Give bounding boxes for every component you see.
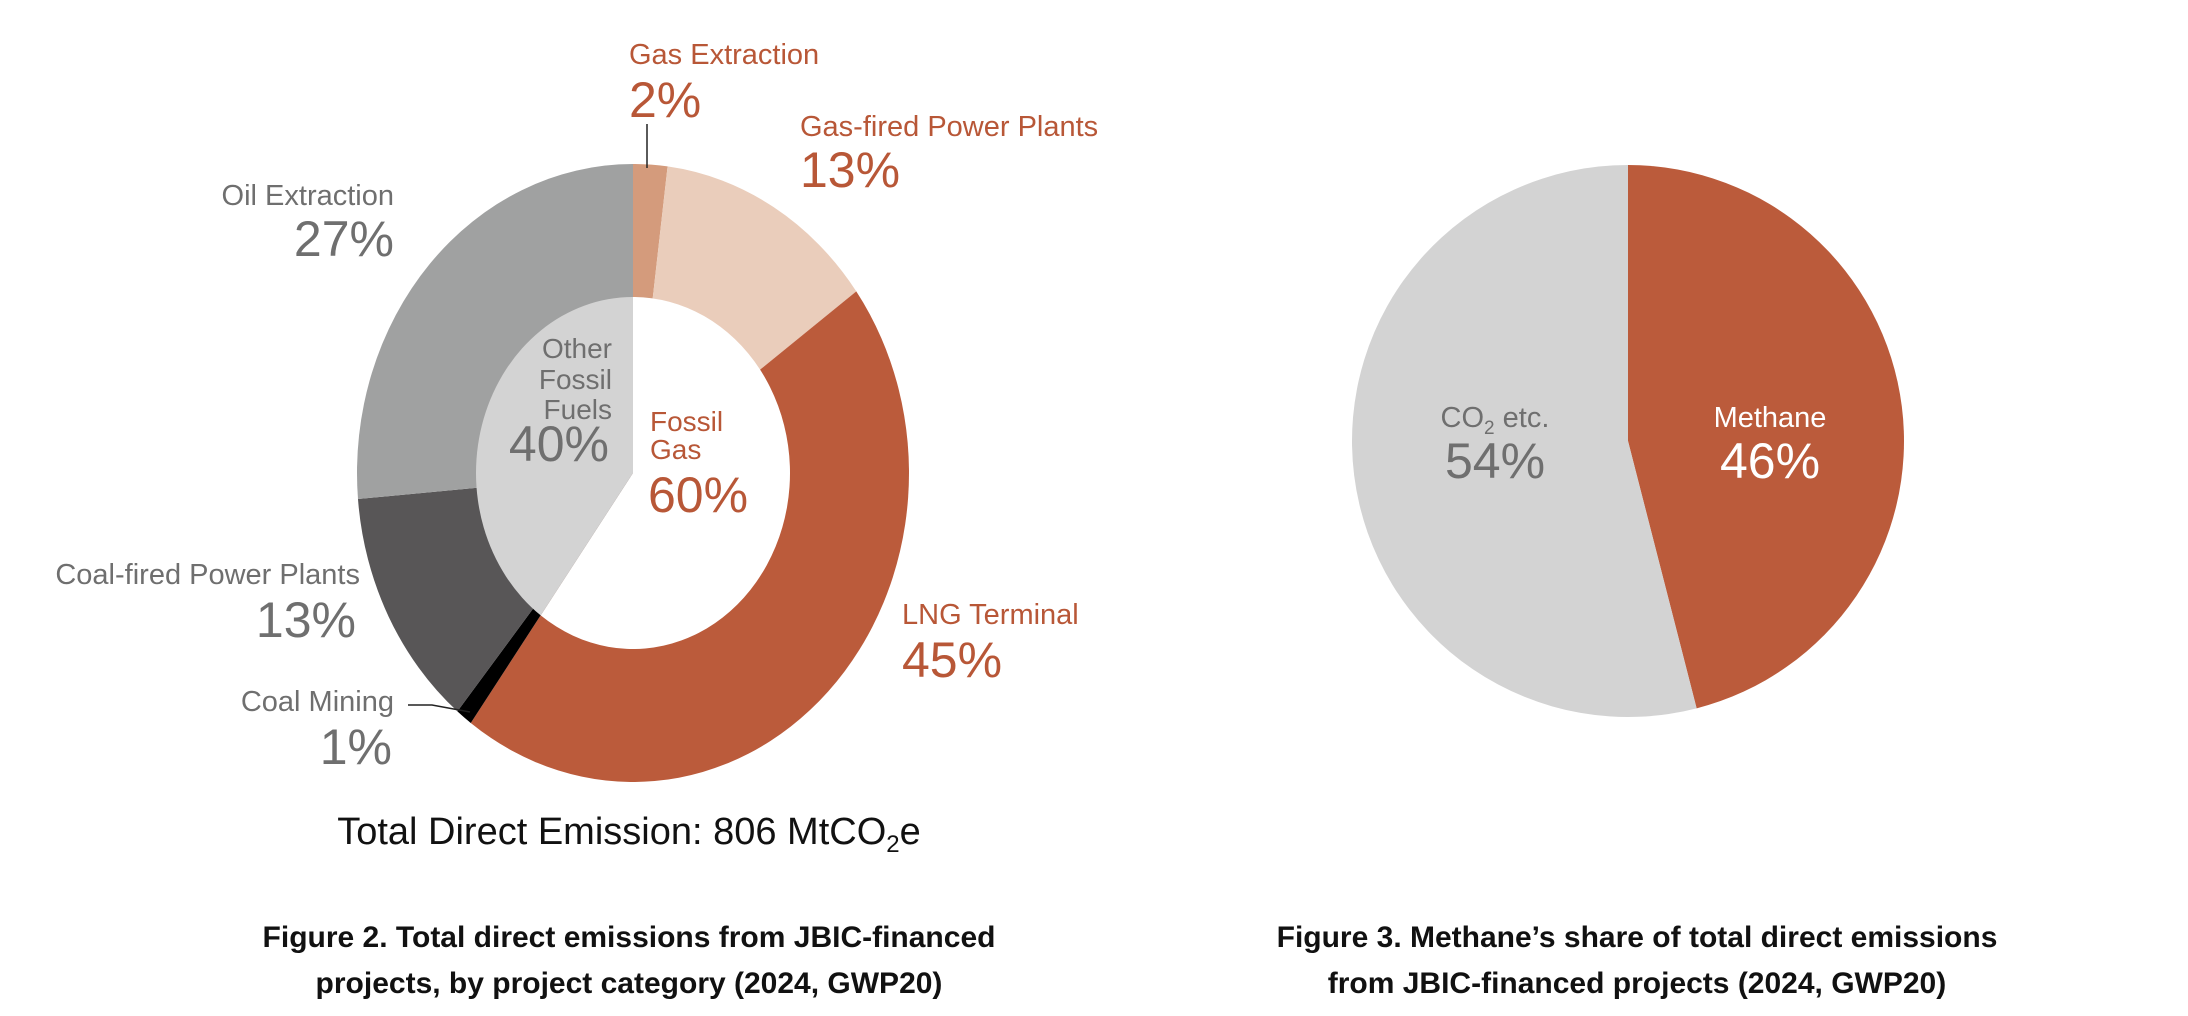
label-co2-etc: CO2 etc. [1441, 402, 1550, 439]
donut-chart [356, 164, 910, 783]
figure-2-caption-line-2: projects, by project category (2024, GWP… [316, 967, 943, 1000]
pct-other-fossil-fuels: 40% [509, 416, 609, 472]
label-other-fossil-fuels-2: Fossil [539, 364, 612, 395]
pct-coal-fired-power-plants: 13% [256, 592, 356, 648]
figure-3-caption-line-1: Figure 3. Methane’s share of total direc… [1277, 921, 1998, 954]
pct-gas-extraction: 2% [629, 72, 701, 128]
pct-gas-fired-power-plants: 13% [800, 142, 900, 198]
label-gas-fired-power-plants: Gas-fired Power Plants [800, 111, 1098, 143]
pct-oil-extraction: 27% [294, 211, 394, 267]
pct-methane: 46% [1720, 433, 1820, 489]
pct-co2-etc: 54% [1445, 433, 1545, 489]
label-methane: Methane [1714, 402, 1827, 434]
pct-fossil-gas: 60% [648, 467, 748, 523]
methane-pie-chart [1352, 165, 1905, 717]
total-direct-emission: Total Direct Emission: 806 MtCO2e [337, 811, 921, 858]
pct-lng-terminal: 45% [902, 632, 1002, 688]
label-coal-mining: Coal Mining [241, 686, 394, 718]
figure-3-caption-line-2: from JBIC-financed projects (2024, GWP20… [1328, 967, 1947, 1000]
slice-co2-etc [1352, 165, 1697, 717]
slice-methane [1628, 165, 1905, 709]
inner-slice-other-fossil-fuels [476, 297, 633, 616]
pct-coal-mining: 1% [320, 719, 392, 775]
label-oil-extraction: Oil Extraction [222, 180, 394, 212]
figure-2-caption-line-1: Figure 2. Total direct emissions from JB… [263, 921, 996, 954]
label-gas-extraction: Gas Extraction [629, 39, 819, 71]
label-lng-terminal: LNG Terminal [902, 599, 1079, 631]
label-fossil-gas-2: Gas [650, 434, 701, 465]
label-other-fossil-fuels-3: Fuels [544, 394, 612, 425]
label-other-fossil-fuels-1: Other [542, 333, 612, 364]
label-coal-fired-power-plants: Coal-fired Power Plants [55, 559, 360, 591]
coal-mining-leader-line [408, 704, 471, 713]
inner-slice-fossil-gas [540, 297, 790, 649]
label-fossil-gas-1: Fossil [650, 406, 723, 437]
